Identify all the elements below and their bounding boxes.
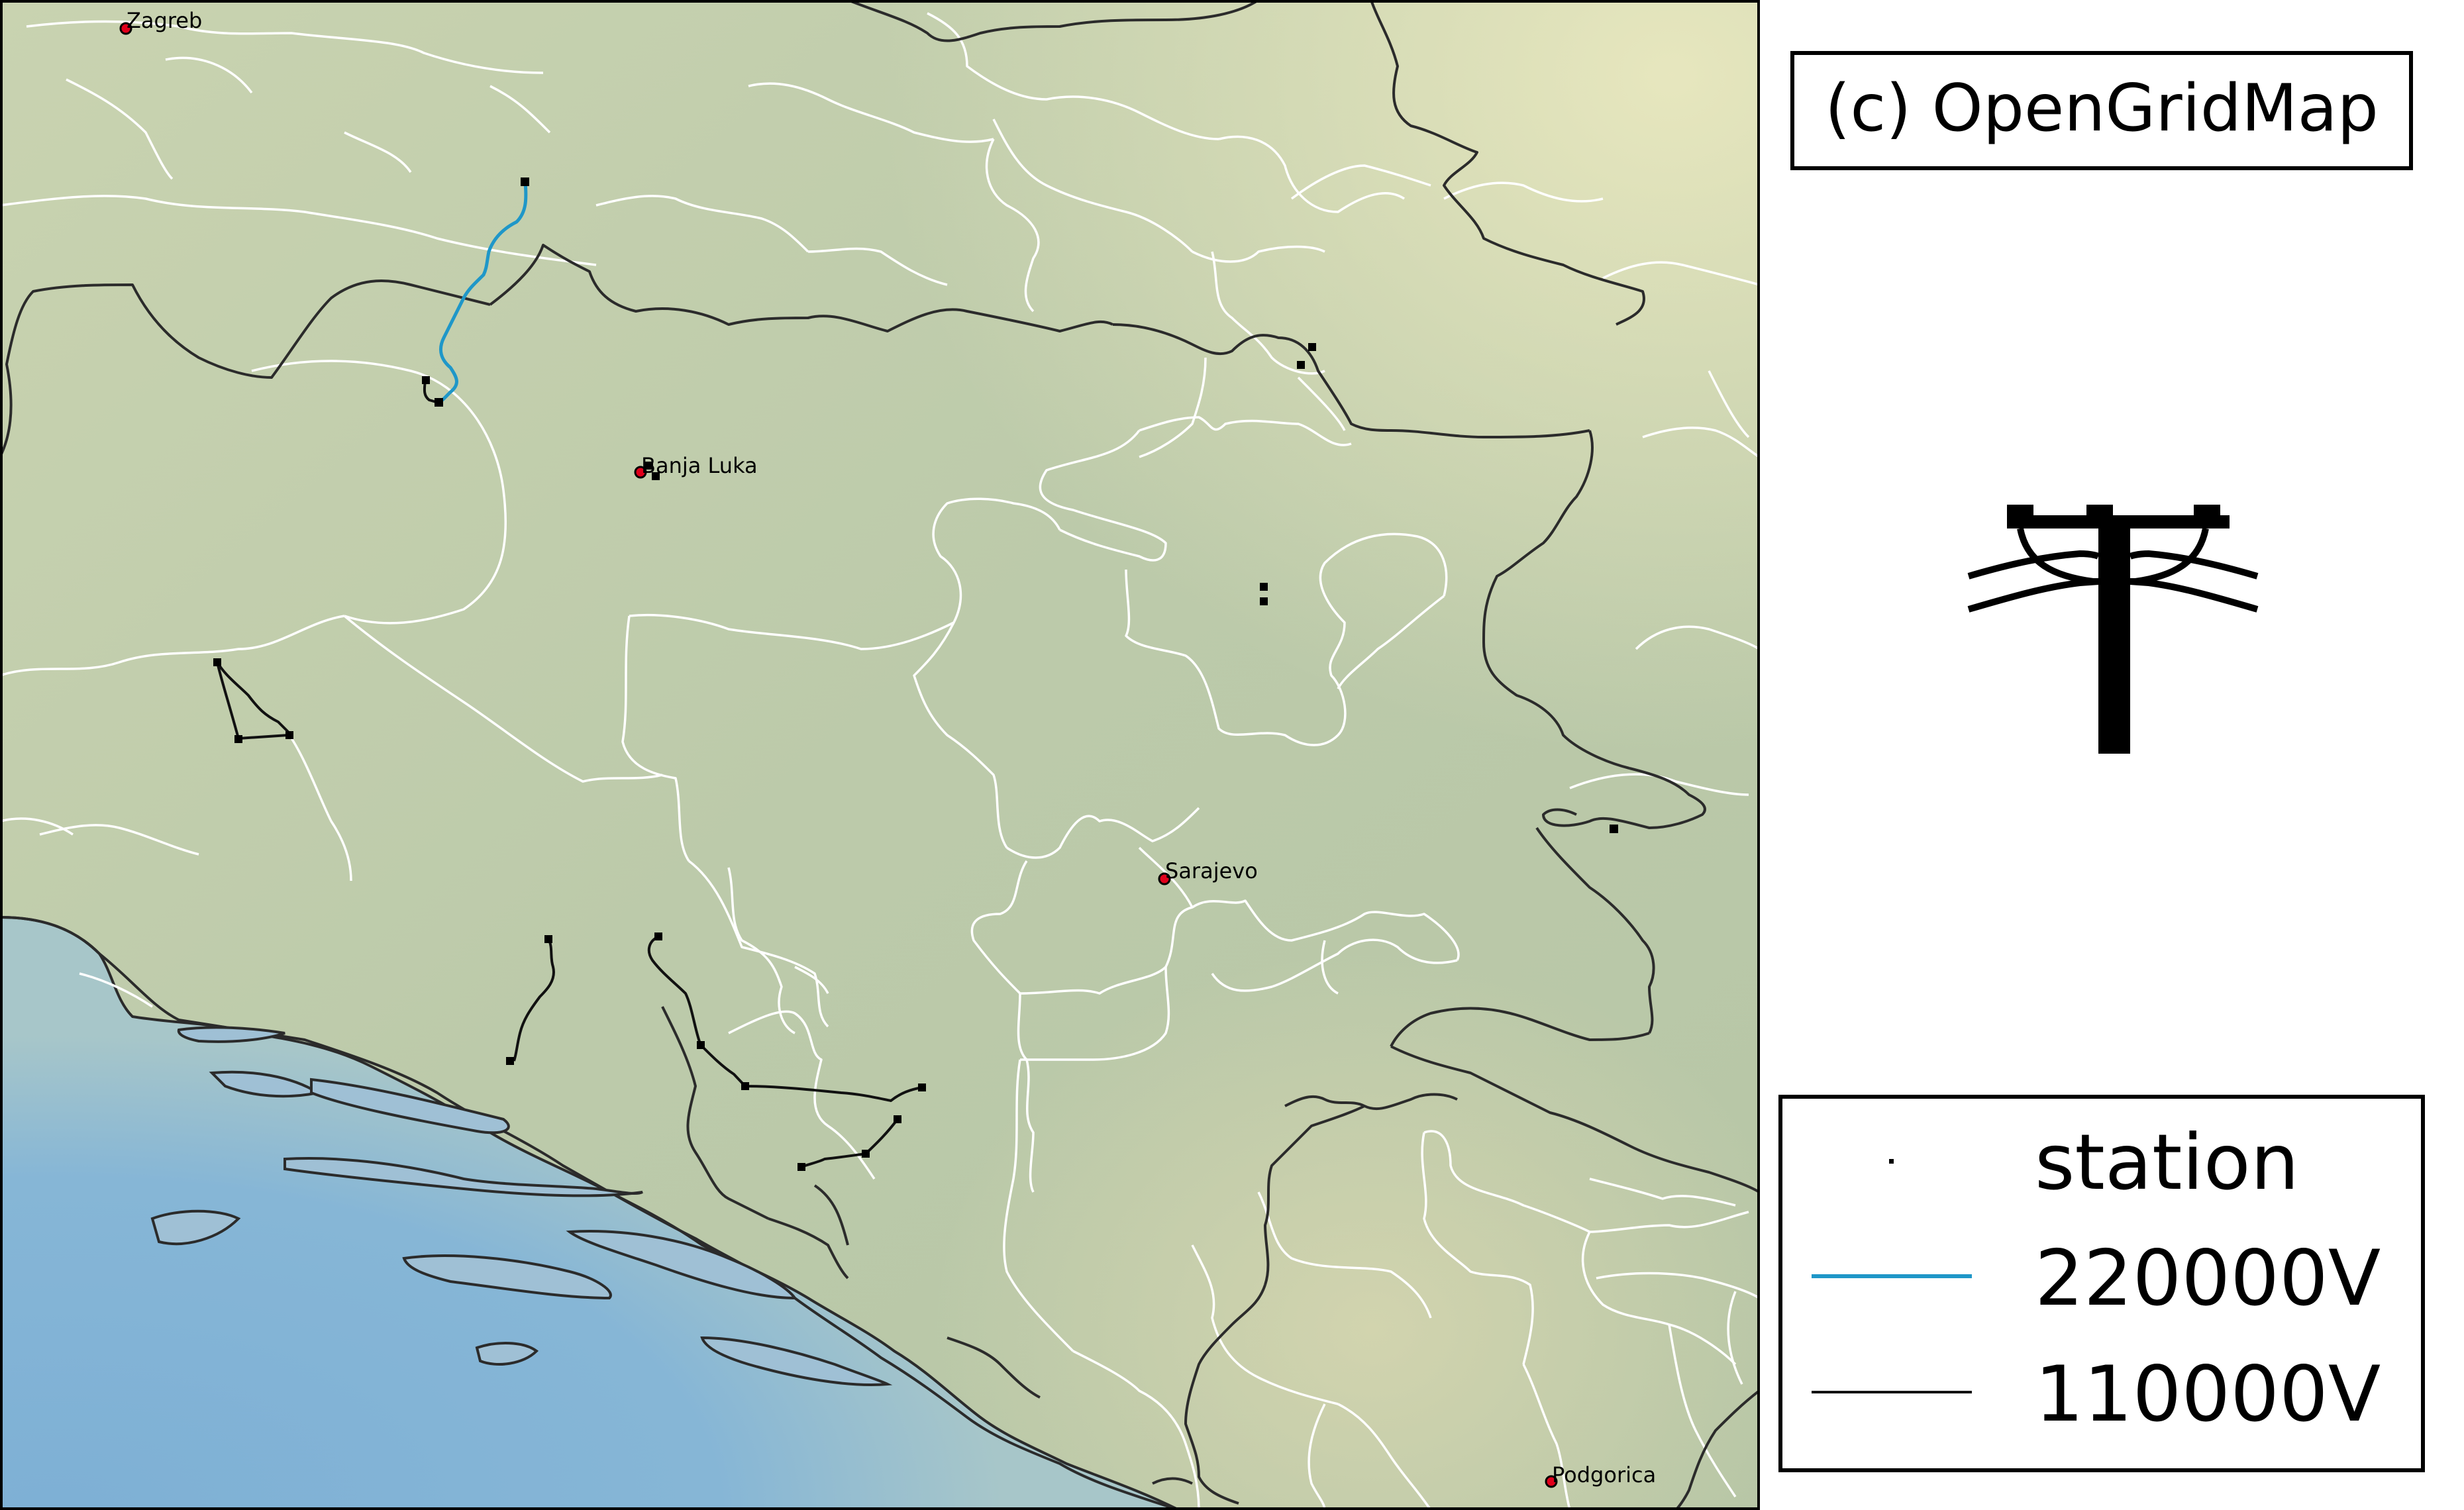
city-marker <box>634 466 647 479</box>
station-marker <box>1610 825 1618 833</box>
credit-text: (c) OpenGridMap <box>1825 71 2379 146</box>
station-marker <box>422 376 430 384</box>
line-110kv <box>801 1118 899 1168</box>
cities: Zagreb Banja Luka Sarajevo Podgorica <box>119 8 1656 1488</box>
stations <box>213 177 1618 1171</box>
station-marker <box>862 1150 870 1158</box>
power-lines-220kv <box>437 181 528 405</box>
station-marker <box>1308 343 1316 351</box>
legend-station-swatch <box>1889 1159 1894 1164</box>
city-podgorica: Podgorica <box>1545 1462 1656 1488</box>
city-banja-luka: Banja Luka <box>634 453 758 479</box>
station-marker <box>654 932 662 940</box>
credit-box: (c) OpenGridMap <box>1790 51 2413 170</box>
station-marker <box>645 462 653 470</box>
station-marker <box>918 1083 926 1091</box>
legend-frame <box>1778 1095 2425 1472</box>
credit-frame <box>1790 51 2413 170</box>
power-pylon-icon <box>1967 505 2259 754</box>
station-marker <box>521 177 529 186</box>
admin-borders <box>1 12 1759 1509</box>
city-marker <box>1545 1475 1558 1488</box>
line-110kv <box>647 935 923 1102</box>
map-panel: Zagreb Banja Luka Sarajevo Podgorica <box>1 1 1759 1509</box>
city-zagreb: Zagreb <box>119 8 202 35</box>
legend: station 220000V 110000V <box>1778 1095 2425 1472</box>
station-marker <box>285 731 293 739</box>
station-marker <box>697 1041 705 1049</box>
station-marker <box>1260 597 1268 605</box>
station-marker <box>506 1057 514 1065</box>
station-marker <box>234 735 242 743</box>
city-label: Banja Luka <box>641 453 758 478</box>
station-marker <box>652 472 660 480</box>
city-sarajevo: Sarajevo <box>1158 858 1258 885</box>
islands <box>150 1026 893 1386</box>
legend-110kv-label: 110000V <box>2035 1350 2381 1439</box>
line-110kv <box>216 661 293 736</box>
station-marker <box>1297 361 1305 369</box>
city-label: Zagreb <box>127 8 202 33</box>
station-marker <box>435 398 443 407</box>
legend-220kv-label: 220000V <box>2035 1234 2381 1323</box>
line-220kv <box>437 181 528 405</box>
map-frame <box>0 0 1760 1510</box>
legend-station-label: station <box>2035 1118 2299 1207</box>
city-label: Sarajevo <box>1165 858 1258 883</box>
city-label: Podgorica <box>1552 1462 1656 1487</box>
dalmatian-coast <box>1 916 1180 1509</box>
city-marker <box>119 22 132 35</box>
line-110kv <box>513 938 555 1062</box>
station-marker <box>1260 583 1268 591</box>
station-marker <box>894 1115 901 1123</box>
country-borders <box>1 1 1759 1509</box>
station-marker <box>213 658 221 666</box>
station-marker <box>797 1163 805 1171</box>
station-marker <box>741 1082 749 1090</box>
city-marker <box>1158 872 1171 885</box>
power-lines-110kv <box>216 380 923 1168</box>
station-marker <box>544 935 552 943</box>
